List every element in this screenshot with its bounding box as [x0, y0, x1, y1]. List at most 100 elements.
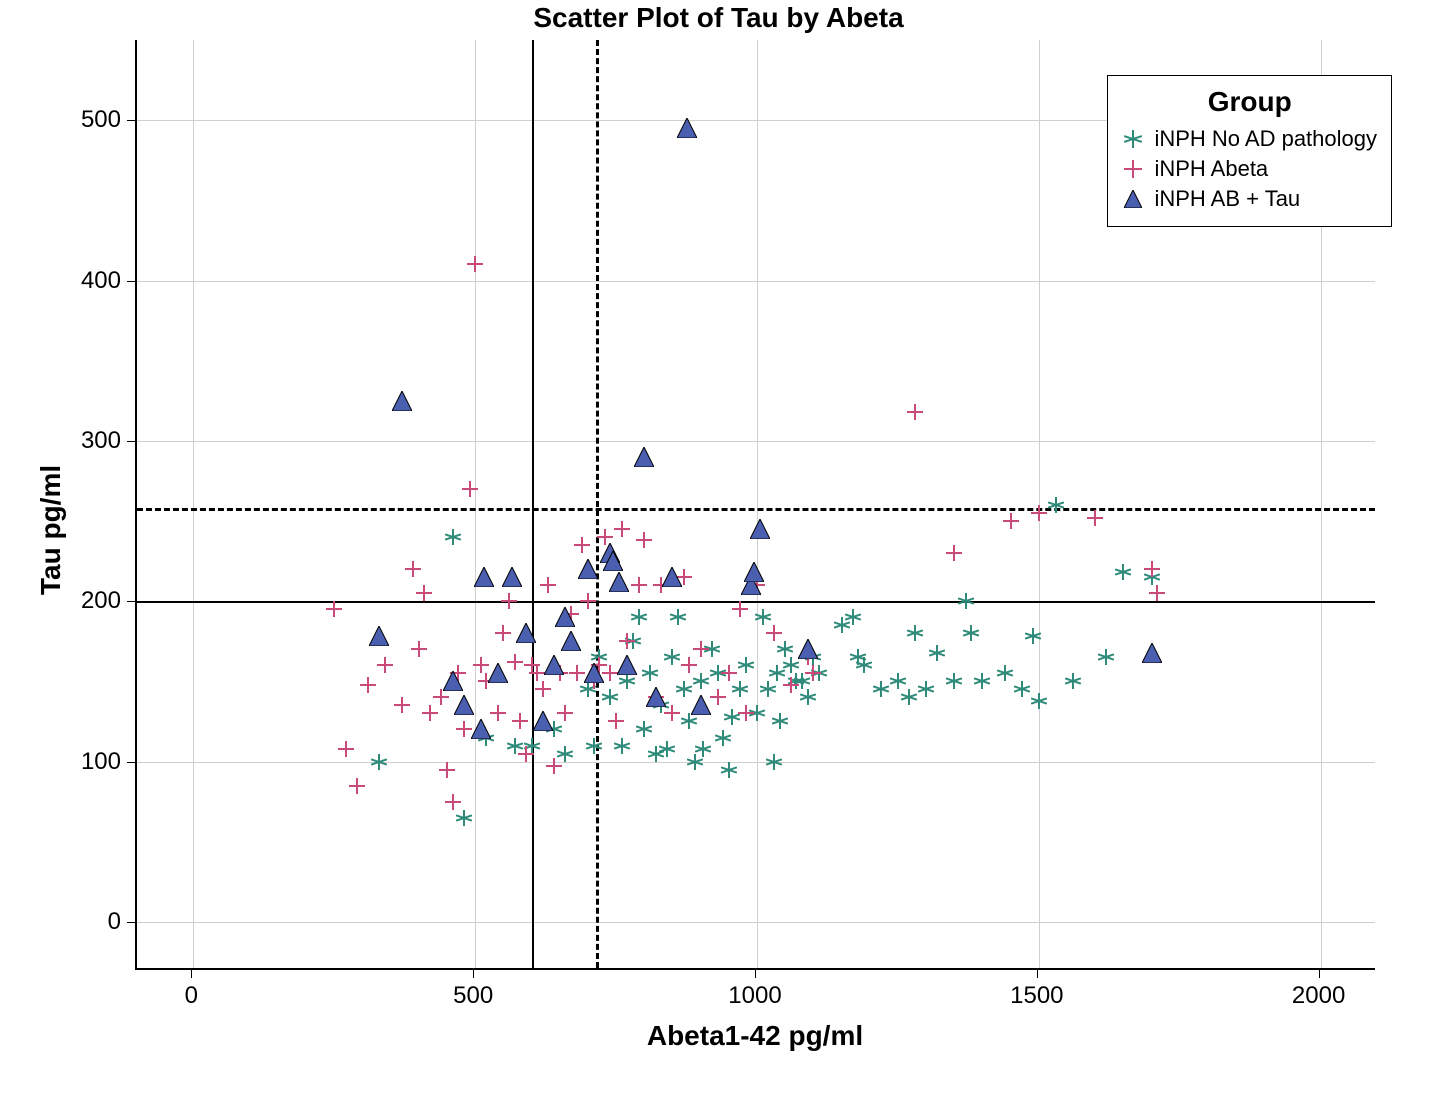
legend-item-abtau: iNPH AB + Tau: [1122, 186, 1377, 212]
data-point-abeta: [338, 741, 354, 757]
tick-mark: [127, 441, 135, 442]
data-point-abtau: [544, 655, 564, 675]
data-point-noAD: [693, 673, 709, 689]
data-point-abeta: [349, 778, 365, 794]
data-point-noAD: [614, 738, 630, 754]
gridline-h: [137, 441, 1375, 442]
data-point-abtau: [502, 567, 522, 587]
legend-title: Group: [1122, 86, 1377, 118]
ref-line-h-solid: [137, 601, 1375, 603]
data-point-noAD: [445, 529, 461, 545]
x-axis-label: Abeta1-42 pg/ml: [135, 1020, 1375, 1052]
data-point-noAD: [777, 641, 793, 657]
data-point-abeta: [1031, 505, 1047, 521]
data-point-abtau: [744, 562, 764, 582]
data-point-abeta: [907, 404, 923, 420]
data-point-abeta: [416, 585, 432, 601]
data-point-noAD: [783, 657, 799, 673]
data-point-abtau: [474, 567, 494, 587]
data-point-abtau: [584, 663, 604, 683]
data-point-noAD: [738, 657, 754, 673]
gridline-v: [193, 40, 194, 968]
legend-item-abeta: iNPH Abeta: [1122, 156, 1377, 182]
data-point-abeta: [681, 657, 697, 673]
data-point-abeta: [783, 677, 799, 693]
data-point-abtau: [609, 572, 629, 592]
data-point-noAD: [631, 609, 647, 625]
tick-mark: [473, 970, 474, 978]
data-point-abeta: [360, 677, 376, 693]
data-point-noAD: [642, 665, 658, 681]
gridline-v: [475, 40, 476, 968]
gridline-h: [137, 281, 1375, 282]
data-point-abeta: [467, 256, 483, 272]
data-point-abeta: [439, 762, 455, 778]
data-point-noAD: [958, 593, 974, 609]
data-point-abeta: [636, 532, 652, 548]
x-tick-label: 0: [185, 982, 198, 1010]
data-point-abeta: [805, 665, 821, 681]
gridline-v: [757, 40, 758, 968]
data-point-noAD: [997, 665, 1013, 681]
data-point-abeta: [394, 697, 410, 713]
gridline-h: [137, 922, 1375, 923]
data-point-abeta: [456, 721, 472, 737]
data-point-noAD: [901, 689, 917, 705]
data-point-noAD: [1065, 673, 1081, 689]
data-point-abeta: [732, 601, 748, 617]
data-point-abtau: [561, 631, 581, 651]
data-point-noAD: [766, 754, 782, 770]
data-point-abtau: [533, 711, 553, 731]
legend-label: iNPH No AD pathology: [1154, 126, 1377, 152]
data-point-noAD: [695, 741, 711, 757]
gridline-h: [137, 762, 1375, 763]
data-point-noAD: [1098, 649, 1114, 665]
legend-swatch-abtau: [1122, 188, 1144, 210]
data-point-abeta: [619, 633, 635, 649]
legend-label: iNPH AB + Tau: [1154, 186, 1300, 212]
data-point-abtau: [443, 671, 463, 691]
data-point-noAD: [800, 689, 816, 705]
data-point-abtau: [1142, 643, 1162, 663]
data-point-abeta: [721, 665, 737, 681]
legend-swatch-abeta: [1122, 158, 1144, 180]
data-point-noAD: [1025, 628, 1041, 644]
x-tick-label: 1000: [728, 982, 781, 1010]
data-point-abeta: [1087, 510, 1103, 526]
tick-mark: [191, 970, 192, 978]
data-point-abeta: [445, 794, 461, 810]
x-tick-label: 2000: [1292, 982, 1345, 1010]
ref-line-v-solid: [532, 40, 534, 968]
data-point-abeta: [569, 665, 585, 681]
data-point-abtau: [516, 623, 536, 643]
ref-line-h-dash: [137, 508, 1375, 511]
data-point-noAD: [1031, 693, 1047, 709]
data-point-abtau: [677, 118, 697, 138]
legend-item-noAD: iNPH No AD pathology: [1122, 126, 1377, 152]
tick-mark: [1037, 970, 1038, 978]
data-point-noAD: [636, 721, 652, 737]
data-point-abeta: [608, 713, 624, 729]
data-point-noAD: [755, 609, 771, 625]
data-point-noAD: [456, 810, 472, 826]
data-point-noAD: [732, 681, 748, 697]
data-point-noAD: [760, 681, 776, 697]
data-point-abtau: [471, 719, 491, 739]
data-point-abeta: [1003, 513, 1019, 529]
data-point-abeta: [631, 577, 647, 593]
data-point-abeta: [546, 758, 562, 774]
data-point-abtau: [369, 626, 389, 646]
data-point-abeta: [411, 641, 427, 657]
data-point-abeta: [693, 641, 709, 657]
data-point-noAD: [845, 609, 861, 625]
data-point-abtau: [662, 567, 682, 587]
data-point-noAD: [659, 741, 675, 757]
legend-swatch-noAD: [1122, 128, 1144, 150]
data-point-noAD: [586, 738, 602, 754]
data-point-noAD: [664, 649, 680, 665]
data-point-noAD: [929, 645, 945, 661]
tick-mark: [1319, 970, 1320, 978]
data-point-abtau: [578, 559, 598, 579]
data-point-noAD: [918, 681, 934, 697]
data-point-abeta: [473, 657, 489, 673]
